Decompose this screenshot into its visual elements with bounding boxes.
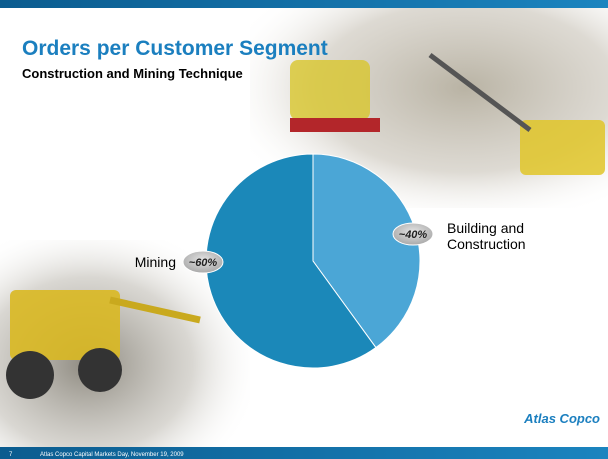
footer-text: Atlas Copco Capital Markets Day, Novembe… xyxy=(40,452,184,458)
value-label: ~40% xyxy=(399,229,428,241)
logo: Atlas Copco xyxy=(523,411,600,426)
category-label: Mining xyxy=(60,254,176,270)
wheel xyxy=(6,351,54,399)
drill-rig xyxy=(520,120,605,175)
category-label: Building and Construction xyxy=(447,220,547,252)
top-bar xyxy=(0,0,608,8)
pie xyxy=(206,154,420,368)
roller xyxy=(290,60,370,120)
wheel xyxy=(78,348,122,392)
value-label: ~60% xyxy=(189,257,218,269)
roller-drum xyxy=(290,118,380,132)
slide: Orders per Customer Segment Construction… xyxy=(0,0,608,459)
title: Orders per Customer Segment xyxy=(22,37,328,60)
subtitle: Construction and Mining Technique xyxy=(22,66,243,81)
